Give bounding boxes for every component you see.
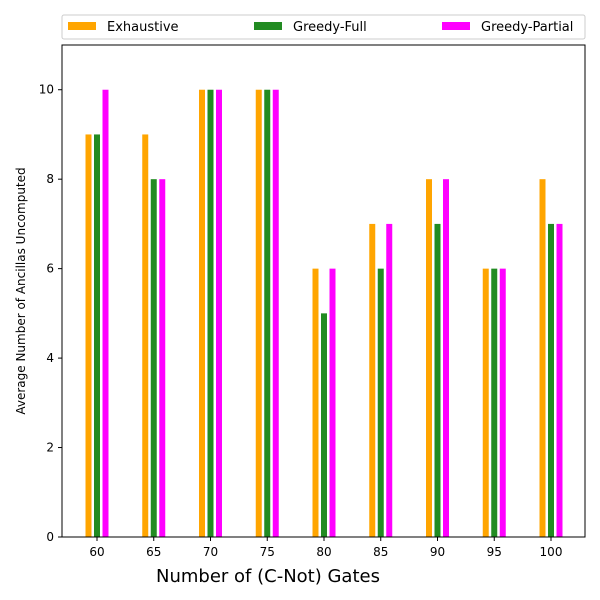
bar-exhaustive-95 <box>482 268 489 537</box>
bar-greedy-full-100 <box>548 223 554 537</box>
legend-label-greedy-partial: Greedy-Partial <box>481 20 573 35</box>
bar-greedy-partial-80 <box>329 268 336 537</box>
bar-exhaustive-100 <box>539 179 546 537</box>
y-tick-label: 10 <box>39 83 54 97</box>
bar-greedy-full-60 <box>94 134 100 537</box>
legend-swatch-greedy-full <box>254 22 282 30</box>
bar-greedy-partial-85 <box>386 223 393 537</box>
y-tick-label: 6 <box>46 262 54 276</box>
bar-greedy-full-65 <box>150 179 157 537</box>
bar-greedy-partial-60 <box>102 89 109 537</box>
bar-greedy-partial-95 <box>499 268 506 537</box>
x-axis-ticks: 60 65 70 75 80 85 90 95 100 <box>89 537 562 559</box>
bar-greedy-full-75 <box>264 89 271 537</box>
x-tick-label: 80 <box>316 545 331 559</box>
bar-exhaustive-85 <box>369 223 376 537</box>
x-tick-label: 75 <box>260 545 275 559</box>
bar-greedy-partial-70 <box>216 89 222 537</box>
x-tick-label: 70 <box>203 545 218 559</box>
bars-group <box>85 89 563 537</box>
bar-greedy-full-80 <box>321 313 327 537</box>
legend-swatch-exhaustive <box>68 22 96 30</box>
y-axis-label: Average Number of Ancillas Uncomputed <box>14 167 28 414</box>
legend: Exhaustive Greedy-Full Greedy-Partial <box>61 14 586 40</box>
y-tick-label: 2 <box>46 441 54 455</box>
y-tick-label: 4 <box>46 351 54 365</box>
x-tick-label: 60 <box>89 545 104 559</box>
bar-exhaustive-75 <box>255 89 262 537</box>
bar-exhaustive-70 <box>199 89 205 537</box>
bar-greedy-full-70 <box>207 89 214 537</box>
legend-label-greedy-full: Greedy-Full <box>293 20 367 35</box>
bar-greedy-full-85 <box>377 268 384 537</box>
y-axis-ticks: 0 2 4 6 8 10 <box>39 83 62 544</box>
bar-greedy-full-90 <box>434 223 441 537</box>
bar-exhaustive-60 <box>85 134 92 537</box>
bar-greedy-partial-90 <box>443 179 449 537</box>
bar-greedy-full-95 <box>491 268 498 537</box>
y-tick-label: 8 <box>46 172 54 186</box>
bar-greedy-partial-100 <box>556 223 563 537</box>
bar-exhaustive-65 <box>142 134 149 537</box>
legend-label-exhaustive: Exhaustive <box>107 20 179 35</box>
x-tick-label: 100 <box>540 545 563 559</box>
x-tick-label: 65 <box>146 545 161 559</box>
x-axis-label: Number of (C-Not) Gates <box>156 566 380 587</box>
bar-exhaustive-90 <box>426 179 432 537</box>
legend-box <box>61 14 586 40</box>
x-tick-label: 95 <box>487 545 502 559</box>
y-tick-label: 0 <box>46 530 54 544</box>
bar-exhaustive-80 <box>312 268 319 537</box>
bar-greedy-partial-65 <box>159 179 166 537</box>
legend-swatch-greedy-partial <box>442 22 470 30</box>
x-tick-label: 90 <box>430 545 445 559</box>
x-tick-label: 85 <box>373 545 388 559</box>
bar-greedy-partial-75 <box>272 89 279 537</box>
